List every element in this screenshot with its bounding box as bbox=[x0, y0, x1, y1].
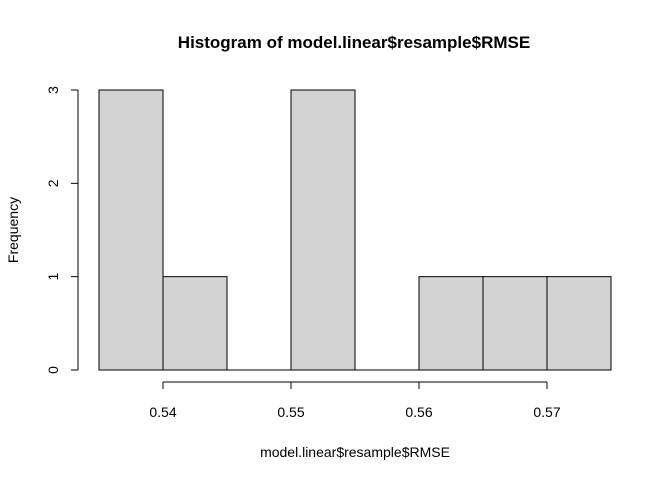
histogram-bar bbox=[98, 89, 164, 371]
y-axis-label: Frequency bbox=[5, 197, 21, 263]
x-tick-label: 0.56 bbox=[405, 404, 432, 420]
x-tick-label: 0.57 bbox=[533, 404, 560, 420]
x-axis: 0.54 0.55 0.56 0.57 bbox=[149, 381, 561, 420]
histogram-bar bbox=[290, 89, 356, 371]
y-tick-label: 0 bbox=[45, 366, 61, 374]
histogram-bar bbox=[162, 276, 228, 371]
chart-title: Histogram of model.linear$resample$RMSE bbox=[178, 33, 530, 52]
y-axis: 0 1 2 3 bbox=[45, 86, 79, 374]
x-tick-label: 0.55 bbox=[277, 404, 304, 420]
y-tick-label: 2 bbox=[45, 179, 61, 187]
x-tick-label: 0.54 bbox=[149, 404, 176, 420]
y-tick-label: 1 bbox=[45, 273, 61, 281]
y-tick-label: 3 bbox=[45, 86, 61, 94]
histogram-bar bbox=[418, 276, 484, 371]
histogram-bar bbox=[546, 276, 612, 371]
bars-group bbox=[98, 89, 612, 371]
x-axis-label: model.linear$resample$RMSE bbox=[260, 444, 450, 460]
histogram-bar bbox=[482, 276, 548, 371]
